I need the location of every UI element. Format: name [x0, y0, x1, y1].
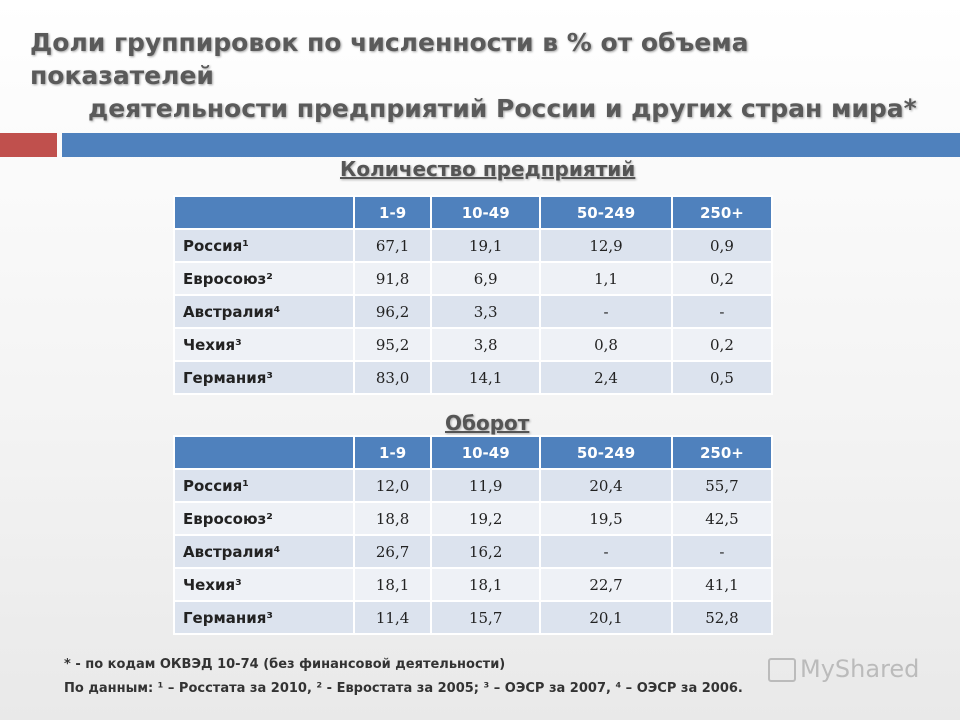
- value-cell: 14,1: [430, 360, 542, 395]
- table-row: Россия¹ 67,1 19,1 12,9 0,9: [173, 228, 774, 263]
- value-cell: 55,7: [670, 468, 774, 503]
- value-cell: 11,9: [430, 468, 542, 503]
- header-cell: 1-9: [352, 195, 433, 230]
- value-cell: 0,2: [670, 261, 774, 296]
- country-cell: Германия³: [173, 360, 355, 395]
- value-cell: 16,2: [430, 534, 542, 569]
- value-cell: -: [670, 534, 774, 569]
- table-row: Германия³ 11,4 15,7 20,1 52,8: [173, 600, 774, 635]
- country-cell: Австралия⁴: [173, 534, 355, 569]
- value-cell: 15,7: [430, 600, 542, 635]
- header-cell: 10-49: [430, 195, 542, 230]
- footnote-sources: По данным: ¹ – Росстата за 2010, ² - Евр…: [64, 681, 743, 696]
- value-cell: -: [539, 294, 673, 329]
- table-row: Евросоюз² 18,8 19,2 19,5 42,5: [173, 501, 774, 536]
- value-cell: 18,8: [352, 501, 433, 536]
- value-cell: 18,1: [352, 567, 433, 602]
- watermark-text: MyShared: [800, 655, 920, 683]
- value-cell: 18,1: [430, 567, 542, 602]
- value-cell: 67,1: [352, 228, 433, 263]
- table-row: Германия³ 83,0 14,1 2,4 0,5: [173, 360, 774, 395]
- turnover-table: 1-9 10-49 50-249 250+ Россия¹ 12,0 11,9 …: [173, 435, 774, 635]
- value-cell: 2,4: [539, 360, 673, 395]
- value-cell: 42,5: [670, 501, 774, 536]
- country-cell: Россия¹: [173, 468, 355, 503]
- value-cell: 95,2: [352, 327, 433, 362]
- table2-heading: Оборот: [445, 411, 530, 435]
- header-cell: 50-249: [539, 195, 673, 230]
- value-cell: -: [670, 294, 774, 329]
- value-cell: 0,9: [670, 228, 774, 263]
- table2-header-row: 1-9 10-49 50-249 250+: [173, 435, 774, 470]
- table1-header-row: 1-9 10-49 50-249 250+: [173, 195, 774, 230]
- footnote-okved: * - по кодам ОКВЭД 10-74 (без финансовой…: [64, 657, 506, 672]
- value-cell: 0,5: [670, 360, 774, 395]
- title-line-2: деятельности предприятий России и других…: [88, 94, 917, 123]
- header-cell: 250+: [670, 435, 774, 470]
- table1-heading: Количество предприятий: [340, 157, 636, 181]
- value-cell: 0,8: [539, 327, 673, 362]
- header-cell: 50-249: [539, 435, 673, 470]
- value-cell: 1,1: [539, 261, 673, 296]
- table-row: Чехия³ 18,1 18,1 22,7 41,1: [173, 567, 774, 602]
- table-row: Россия¹ 12,0 11,9 20,4 55,7: [173, 468, 774, 503]
- table-row: Чехия³ 95,2 3,8 0,8 0,2: [173, 327, 774, 362]
- value-cell: 20,4: [539, 468, 673, 503]
- value-cell: 26,7: [352, 534, 433, 569]
- value-cell: 20,1: [539, 600, 673, 635]
- country-cell: Евросоюз²: [173, 261, 355, 296]
- watermark: MyShared: [768, 655, 919, 683]
- table-row: Австралия⁴ 96,2 3,3 - -: [173, 294, 774, 329]
- value-cell: 11,4: [352, 600, 433, 635]
- country-cell: Россия¹: [173, 228, 355, 263]
- value-cell: 3,3: [430, 294, 542, 329]
- value-cell: 12,9: [539, 228, 673, 263]
- value-cell: 91,8: [352, 261, 433, 296]
- value-cell: 3,8: [430, 327, 542, 362]
- table-row: Австралия⁴ 26,7 16,2 - -: [173, 534, 774, 569]
- value-cell: 22,7: [539, 567, 673, 602]
- country-cell: Чехия³: [173, 567, 355, 602]
- value-cell: 12,0: [352, 468, 433, 503]
- header-cell: [173, 435, 355, 470]
- table-row: Евросоюз² 91,8 6,9 1,1 0,2: [173, 261, 774, 296]
- slide-title: Доли группировок по численности в % от о…: [30, 26, 940, 125]
- accent-bar-blue: [62, 133, 960, 157]
- value-cell: 41,1: [670, 567, 774, 602]
- value-cell: 96,2: [352, 294, 433, 329]
- country-cell: Евросоюз²: [173, 501, 355, 536]
- header-cell: 1-9: [352, 435, 433, 470]
- value-cell: 19,1: [430, 228, 542, 263]
- value-cell: 6,9: [430, 261, 542, 296]
- accent-bar-red: [0, 133, 57, 157]
- value-cell: 19,2: [430, 501, 542, 536]
- value-cell: 83,0: [352, 360, 433, 395]
- country-cell: Чехия³: [173, 327, 355, 362]
- enterprises-count-table: 1-9 10-49 50-249 250+ Россия¹ 67,1 19,1 …: [173, 195, 774, 395]
- header-cell: 250+: [670, 195, 774, 230]
- value-cell: 19,5: [539, 501, 673, 536]
- header-cell: [173, 195, 355, 230]
- country-cell: Германия³: [173, 600, 355, 635]
- value-cell: 0,2: [670, 327, 774, 362]
- value-cell: -: [539, 534, 673, 569]
- header-cell: 10-49: [430, 435, 542, 470]
- value-cell: 52,8: [670, 600, 774, 635]
- watermark-icon: [768, 658, 796, 682]
- country-cell: Австралия⁴: [173, 294, 355, 329]
- title-line-1: Доли группировок по численности в % от о…: [30, 28, 749, 90]
